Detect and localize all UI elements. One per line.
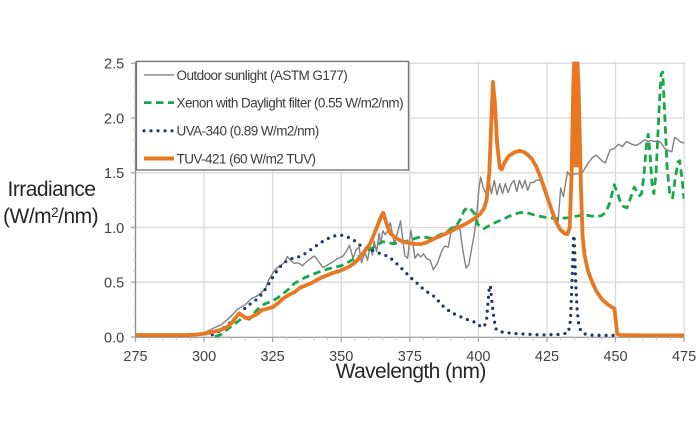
svg-text:325: 325 (260, 349, 284, 365)
svg-text:450: 450 (603, 349, 627, 365)
svg-text:TUV-421 (60 W/m2 TUV): TUV-421 (60 W/m2 TUV) (177, 151, 316, 166)
svg-text:425: 425 (535, 349, 559, 365)
svg-text:475: 475 (672, 349, 696, 365)
svg-text:Xenon with Daylight filter (0.: Xenon with Daylight filter (0.55 W/m2/nm… (177, 96, 404, 111)
svg-text:Outdoor sunlight (ASTM G177): Outdoor sunlight (ASTM G177) (177, 68, 348, 83)
svg-text:1.5: 1.5 (104, 166, 124, 182)
svg-text:(W/m2/nm): (W/m2/nm) (3, 205, 98, 228)
svg-text:1.0: 1.0 (104, 221, 124, 237)
svg-text:2.0: 2.0 (104, 111, 124, 127)
svg-text:Wavelength (nm): Wavelength (nm) (336, 360, 486, 383)
svg-text:2.5: 2.5 (104, 57, 124, 73)
svg-text:Irradiance: Irradiance (8, 178, 96, 201)
svg-text:0.5: 0.5 (104, 276, 124, 292)
svg-text:375: 375 (398, 349, 422, 365)
svg-text:0.0: 0.0 (104, 330, 124, 346)
svg-text:275: 275 (123, 349, 147, 365)
svg-text:350: 350 (329, 349, 353, 365)
svg-text:UVA-340 (0.89 W/m2/nm): UVA-340 (0.89 W/m2/nm) (177, 124, 319, 139)
svg-text:400: 400 (466, 349, 490, 365)
svg-text:300: 300 (192, 349, 216, 365)
